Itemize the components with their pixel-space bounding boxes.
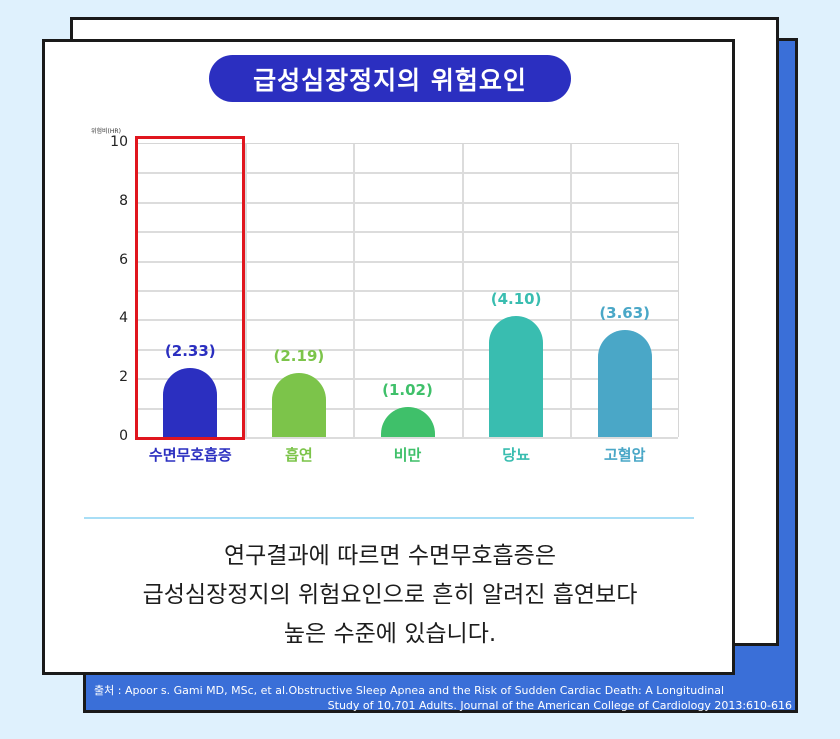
source-line: Study of 10,701 Adults. Journal of the A…	[327, 699, 792, 712]
plot-area	[136, 143, 679, 439]
bar	[271, 372, 326, 437]
gridline-vertical	[570, 144, 573, 437]
summary-line: 높은 수준에 있습니다.	[283, 621, 497, 647]
y-tick-label: 6	[119, 251, 128, 268]
gridline-vertical	[244, 144, 247, 437]
gridline-horizontal	[136, 437, 678, 439]
gridline-horizontal	[136, 290, 678, 292]
bar-value-label: (2.19)	[273, 346, 325, 365]
y-tick-label: 10	[110, 134, 128, 150]
category-label: 당뇨	[502, 446, 530, 464]
bar-value-label: (4.10)	[490, 290, 542, 309]
gridline-horizontal	[136, 319, 678, 322]
chart-title: 급성심장정지의 위험요인	[209, 55, 571, 102]
y-axis-label: 위험비(HR)	[91, 128, 121, 135]
bar-value-label: (3.63)	[599, 304, 651, 323]
gridline-horizontal	[136, 231, 678, 234]
gridline-horizontal	[136, 260, 678, 263]
divider	[84, 517, 694, 519]
summary-line: 급성심장정지의 위험요인으로 흔히 알려진 흡연보다	[142, 582, 638, 608]
source-citation: 출처 : Apoor s. Gami MD, MSc, et al.Obstru…	[92, 683, 792, 713]
summary-text: 연구결과에 따르면 수면무호흡증은 급성심장정지의 위험요인으로 흔히 알려진 …	[60, 537, 720, 654]
y-tick-label: 2	[119, 369, 128, 386]
bar	[163, 368, 218, 437]
summary-line: 연구결과에 따르면 수면무호흡증은	[223, 543, 557, 569]
y-tick-label: 4	[119, 310, 128, 327]
bar-value-label: (1.02)	[382, 381, 433, 399]
gridline-vertical	[353, 144, 356, 437]
y-tick-label: 8	[119, 192, 128, 209]
bar	[597, 330, 652, 437]
gridline-horizontal	[136, 172, 678, 175]
y-tick-label: 0	[119, 428, 128, 444]
category-label: 비만	[393, 446, 422, 464]
highlight-box	[135, 136, 245, 440]
bar-value-label: (2.33)	[164, 342, 216, 361]
category-label: 고혈압	[603, 446, 646, 464]
category-label: 흡연	[285, 446, 313, 464]
bar	[489, 316, 544, 437]
gridline-horizontal	[136, 378, 678, 381]
source-line: 출처 : Apoor s. Gami MD, MSc, et al.Obstru…	[94, 684, 725, 697]
gridline-vertical	[461, 144, 464, 437]
category-label: 수면무호흡증	[148, 446, 232, 464]
gridline-horizontal	[136, 201, 678, 204]
gridline-horizontal	[136, 348, 678, 351]
